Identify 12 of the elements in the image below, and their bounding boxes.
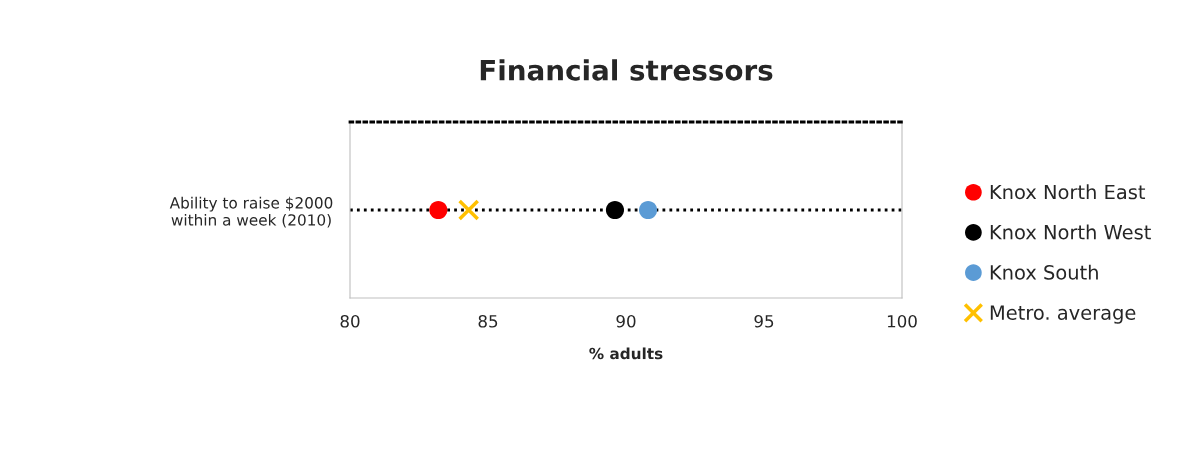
legend-label: Knox South — [990, 264, 1098, 280]
legend-label: Knox North East — [990, 184, 1146, 200]
x-tick-label: 100 — [887, 314, 917, 328]
legend-label: Knox North West — [990, 224, 1151, 240]
chart-title: Financial stressors — [480, 59, 773, 81]
x-tick-label: 80 — [340, 314, 360, 328]
x-tick-label: 90 — [616, 314, 636, 328]
x-tick-label: 95 — [754, 314, 774, 328]
x-tick-label: 85 — [478, 314, 498, 328]
legend-label: Metro. average — [990, 305, 1136, 324]
y-tick-label: Ability to raise $2000 within a week (2010) — [169, 196, 333, 228]
x-axis-title: % adults — [589, 347, 663, 360]
